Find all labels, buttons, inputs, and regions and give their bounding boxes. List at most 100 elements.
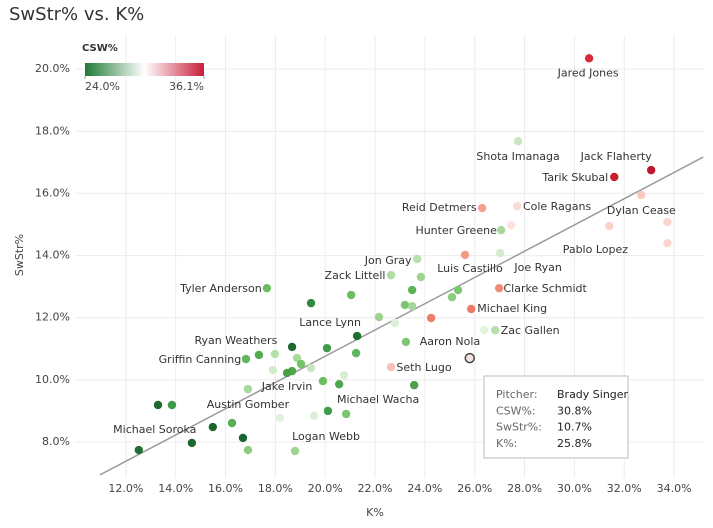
scatter-point [187,438,197,448]
scatter-point [270,349,280,359]
scatter-point [318,376,328,386]
scatter-point [322,343,332,353]
point-label: Tarik Skubal [541,171,608,184]
point-label: Tyler Anderson [179,282,262,295]
point-label: Hunter Greene [415,224,497,237]
scatter-point [390,318,400,328]
scatter-point [453,285,463,295]
scatter-point [296,359,306,369]
x-tick-label: 24.0% [407,482,442,495]
point-label: Jon Gray [364,254,412,267]
x-tick-label: 34.0% [657,482,692,495]
scatter-point [275,413,285,423]
chart-title: SwStr% vs. K% [9,4,144,25]
point-label: Joe Ryan [513,261,562,274]
scatter-point [306,298,316,308]
scatter-point [167,400,177,410]
scatter-point [153,400,163,410]
scatter-point [134,445,143,455]
scatter-point [496,225,506,235]
scatter-point [506,220,516,230]
point-label: Austin Gomber [207,398,290,411]
point-label: Reid Detmers [402,201,477,214]
point-label: Jack Flaherty [580,150,653,163]
y-tick-label: 10.0% [35,373,70,386]
x-tick-label: 12.0% [108,482,143,495]
scatter-point [287,342,297,352]
scatter-point [243,445,253,455]
point-label: Michael King [477,302,547,315]
scatter-point [386,270,396,280]
point-label: Michael Wacha [337,393,419,406]
scatter-point [351,348,361,358]
x-tick-label: 32.0% [607,482,642,495]
point-label: Zac Gallen [501,324,560,337]
scatter-point [646,165,656,175]
scatter-point [447,292,457,302]
y-tick-label: 18.0% [35,124,70,137]
scatter-point [495,248,505,258]
scatter-point [238,433,248,443]
y-axis-title: SwStr% [13,234,26,276]
scatter-point [467,304,476,314]
legend-label: 24.0% [85,80,120,93]
point-label: Seth Lugo [396,361,451,374]
scatter-point [346,290,356,300]
tooltip-box [483,375,629,459]
scatter-point [584,54,594,63]
scatter-point [341,409,351,419]
scatter-point [400,300,410,310]
scatter-point [227,418,237,428]
scatter-point [663,217,672,227]
point-label: Shota Imanaga [476,150,559,163]
point-label: Jared Jones [557,66,619,79]
scatter-point [323,406,333,416]
tooltip-value: 10.7% [557,421,592,434]
tooltip-value: Brady Singer [557,388,629,401]
x-tick-label: 14.0% [158,482,193,495]
tooltip-value: 30.8% [557,404,592,417]
scatter-point [512,201,522,211]
y-tick-label: 14.0% [35,249,70,262]
scatter-point [464,352,475,364]
scatter-point [490,325,500,335]
scatter-point [409,380,419,390]
scatter-point [663,238,672,248]
scatter-point [407,285,417,295]
x-tick-label: 30.0% [557,482,592,495]
point-label: Pablo Lopez [563,243,629,256]
point-label: Logan Webb [292,430,360,443]
y-tick-label: 16.0% [35,186,70,199]
scatter-point [268,365,278,375]
scatter-point [478,203,487,213]
x-tick-label: 28.0% [507,482,542,495]
scatter-point [290,446,300,456]
color-bar [85,63,204,76]
scatter-point [374,312,384,322]
scatter-point [610,172,619,182]
scatter-point [605,221,614,231]
trend-line [99,156,704,476]
scatter-point [262,283,272,293]
y-tick-label: 20.0% [35,62,70,75]
y-tick-label: 12.0% [35,311,70,324]
y-tick-label: 8.0% [42,435,70,448]
tooltip-label: SwStr%: [496,421,542,434]
scatter-point [480,325,489,335]
scatter-point [412,254,422,264]
tooltip-label: CSW%: [496,404,536,417]
scatter-point [254,350,264,360]
scatter-point [426,313,436,323]
point-label: Zack Littell [325,269,386,282]
x-tick-label: 26.0% [457,482,492,495]
scatter-point [241,354,251,364]
scatter-point [460,250,470,260]
scatter-point [309,411,319,421]
legend-title: CSW% [82,43,118,54]
point-label: Michael Soroka [113,423,196,436]
scatter-point [637,190,646,200]
scatter-point [494,283,504,293]
scatter-point [386,362,396,372]
tooltip-value: 25.8% [557,437,592,450]
